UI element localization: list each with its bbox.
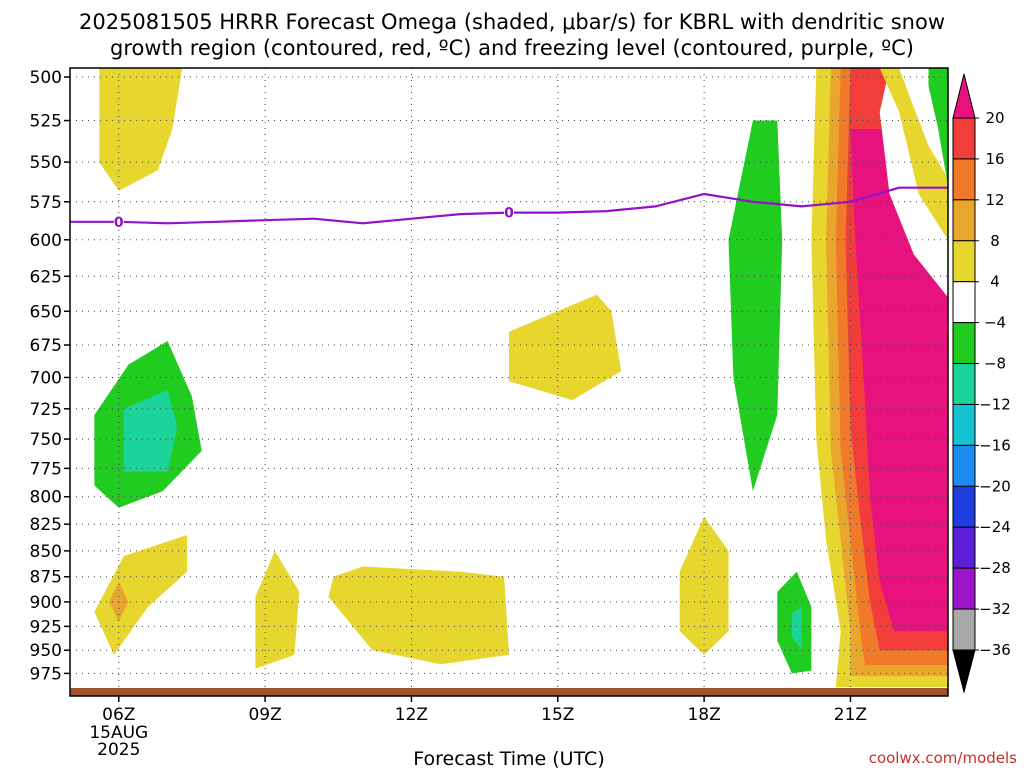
y-tick-label-725: 725: [30, 400, 62, 420]
x-tick-label-15Z: 15Z: [541, 705, 574, 725]
omega-region-7: [255, 550, 300, 669]
freezing-level-label-0: 0: [114, 215, 124, 231]
colorbar-segment-10: [952, 526, 976, 569]
omega-colorbar: 20 16 12 8 4 −4 −8 −12 −16 −20 −24 −28 −32 −36: [952, 73, 1011, 694]
y-tick-label-825: 825: [30, 515, 62, 535]
colorbar-label-1: 16: [985, 150, 1004, 168]
x-tick-label-06Z: 06Z: [102, 705, 135, 725]
y-tick-label-650: 650: [30, 302, 62, 322]
plot-area: 00: [69, 67, 949, 697]
colorbar-segment-1: [952, 158, 976, 201]
omega-region-20: [928, 68, 948, 187]
x-tick-sublabel-1: 2025: [97, 740, 140, 760]
colorbar-segment-7: [952, 403, 976, 446]
colorbar-segment-5: [952, 322, 976, 365]
x-tick-label-09Z: 09Z: [248, 705, 281, 725]
y-tick-label-750: 750: [30, 430, 62, 450]
colorbar-label-4: 4: [990, 273, 1000, 291]
y-tick-label-975: 975: [30, 664, 62, 684]
colorbar-label-0: 20: [985, 109, 1004, 127]
omega-region-3: [509, 294, 622, 401]
y-tick-label-800: 800: [30, 488, 62, 508]
freezing-level-label-1: 0: [504, 206, 514, 222]
colorbar-bottom-triangle: [952, 649, 976, 694]
colorbar-label-13: −36: [979, 641, 1011, 659]
colorbar-segment-2: [952, 199, 976, 242]
colorbar-label-7: −12: [979, 395, 1011, 413]
colorbar-segment-11: [952, 567, 976, 610]
y-axis-pressure: 500 525 550 575 600 625 650 675 700 725 750 775 800 8…: [30, 68, 70, 684]
chart-title-line1: 2025081505 HRRR Forecast Omega (shaded, …: [79, 10, 945, 34]
x-tick-label-12Z: 12Z: [395, 705, 428, 725]
y-tick-label-625: 625: [30, 267, 62, 287]
colorbar-label-8: −16: [979, 436, 1011, 454]
y-tick-label-675: 675: [30, 336, 62, 356]
y-tick-label-900: 900: [30, 593, 62, 613]
credit-text: coolwx.com/models: [869, 749, 1017, 767]
colorbar-label-2: 12: [985, 191, 1004, 209]
omega-shaded-regions: [94, 68, 948, 687]
colorbar-segment-9: [952, 485, 976, 528]
colorbar-segment-12: [952, 608, 976, 651]
y-tick-label-500: 500: [30, 68, 62, 88]
colorbar-segment-8: [952, 444, 976, 487]
colorbar-top-triangle: [952, 73, 976, 119]
omega-region-8: [328, 566, 509, 665]
omega-region-0: [99, 68, 183, 191]
y-tick-label-525: 525: [30, 112, 62, 132]
colorbar-segment-6: [952, 363, 976, 405]
y-tick-label-700: 700: [30, 368, 62, 388]
y-tick-label-775: 775: [30, 459, 62, 479]
colorbar-label-10: −24: [979, 518, 1011, 536]
colorbar-label-11: −28: [979, 559, 1011, 577]
omega-region-5: [94, 535, 188, 655]
y-tick-label-850: 850: [30, 542, 62, 562]
colorbar-label-3: 8: [990, 232, 1000, 250]
freezing-level-label-bg-1: [504, 205, 514, 220]
plot-frame: [69, 67, 949, 697]
x-tick-label-21Z: 21Z: [834, 705, 867, 725]
ground-surface-bar: [70, 688, 948, 696]
colorbar-segment-3: [952, 240, 976, 283]
y-tick-label-950: 950: [30, 641, 62, 661]
y-tick-label-575: 575: [30, 193, 62, 213]
colorbar-segment-4: [952, 281, 976, 324]
omega-region-11: [791, 606, 802, 651]
chart-title-line2: growth region (contoured, red, ºC) and f…: [110, 36, 914, 60]
colorbar-label-6: −8: [984, 355, 1006, 373]
x-axis-label: Forecast Time (UTC): [413, 748, 604, 768]
y-tick-label-600: 600: [30, 231, 62, 251]
x-tick-label-18Z: 18Z: [687, 705, 720, 725]
colorbar-label-12: −32: [979, 600, 1011, 618]
y-tick-label-875: 875: [30, 568, 62, 588]
omega-region-2: [123, 390, 178, 472]
x-tick-sublabel-0: 15AUG: [89, 723, 148, 743]
colorbar-label-9: −20: [979, 477, 1011, 495]
omega-region-4: [728, 120, 783, 492]
grid-lines: [70, 68, 948, 696]
freezing-level-label-bg-0: [113, 214, 124, 229]
omega-region-9: [679, 516, 729, 655]
freezing-level-contour: 00: [70, 186, 948, 231]
y-tick-label-550: 550: [30, 153, 62, 173]
colorbar-label-5: −4: [984, 314, 1006, 332]
colorbar-segment-0: [952, 117, 976, 160]
y-tick-label-925: 925: [30, 617, 62, 637]
